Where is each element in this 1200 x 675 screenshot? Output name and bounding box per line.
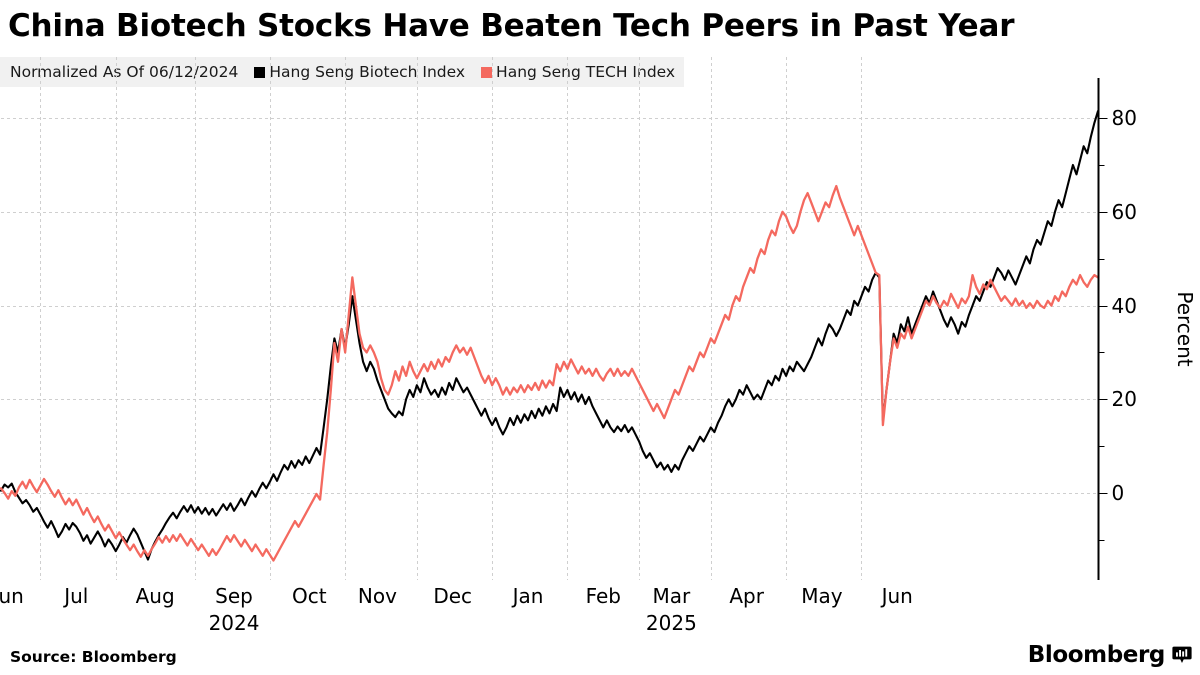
- x-tick-label-jul-1: Jul: [62, 584, 88, 608]
- x-tick-label-aug-2: Aug: [136, 584, 175, 608]
- y-tick-label-40: 40: [1112, 294, 1137, 318]
- y-tick-label-0: 0: [1112, 481, 1125, 505]
- y-tick-label-80: 80: [1112, 106, 1137, 130]
- series-line-tech: [1, 186, 1098, 560]
- legend-swatch-tech-icon: [481, 66, 493, 78]
- y-axis-title: Percent: [1173, 291, 1197, 366]
- legend-label-biotech: Hang Seng Biotech Index: [269, 63, 466, 81]
- series-line-biotech: [1, 111, 1098, 559]
- legend-item-tech[interactable]: Hang Seng TECH Index: [481, 57, 675, 87]
- bloomberg-brand: Bloomberg: [1028, 642, 1192, 668]
- x-tick-label-jun-0: Jun: [0, 584, 24, 608]
- x-tick-year-2024: 2024: [209, 611, 260, 635]
- x-tick-year-2025: 2025: [646, 611, 697, 635]
- x-tick-label-apr-10: Apr: [729, 584, 764, 608]
- x-tick-label-oct-4: Oct: [292, 584, 327, 608]
- x-tick-label-sep-3: Sep: [215, 584, 253, 608]
- x-tick-label-jan-7: Jan: [511, 584, 544, 608]
- legend-swatch-biotech-icon: [254, 66, 266, 78]
- source-label: Source: Bloomberg: [10, 648, 177, 666]
- x-tick-label-feb-8: Feb: [586, 584, 621, 608]
- brand-wordmark: Bloomberg: [1027, 642, 1166, 668]
- x-tick-label-may-11: May: [801, 584, 843, 608]
- y-tick-label-20: 20: [1112, 387, 1137, 411]
- x-tick-label-nov-5: Nov: [358, 584, 397, 608]
- page-title: China Biotech Stocks Have Beaten Tech Pe…: [8, 8, 1015, 44]
- x-tick-label-dec-6: Dec: [433, 584, 472, 608]
- legend-normalization-note: Normalized As Of 06/12/2024: [10, 63, 239, 81]
- legend-label-tech: Hang Seng TECH Index: [496, 63, 676, 81]
- y-tick-label-60: 60: [1112, 200, 1137, 224]
- x-tick-label-jun-12: Jun: [880, 584, 913, 608]
- legend-item-biotech[interactable]: Hang Seng Biotech Index: [254, 57, 465, 87]
- chart-legend: Normalized As Of 06/12/2024 Hang Seng Bi…: [0, 57, 684, 87]
- bloomberg-terminal-icon: [1172, 646, 1192, 663]
- x-tick-label-mar-9: Mar: [653, 584, 692, 608]
